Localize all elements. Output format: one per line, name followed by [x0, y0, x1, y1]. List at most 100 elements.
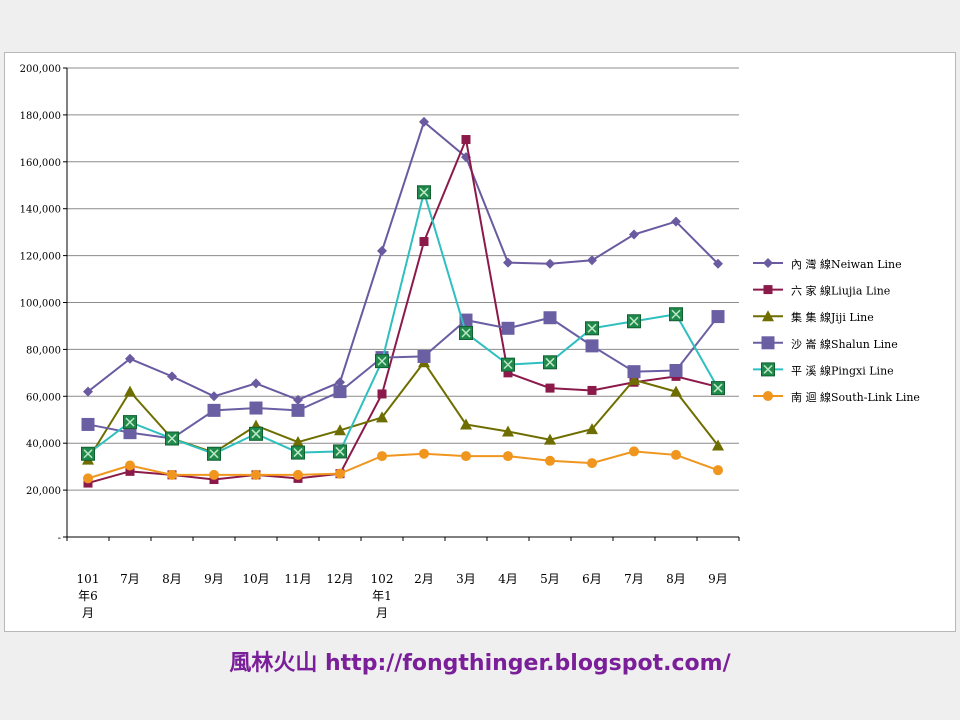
data-point: [291, 445, 305, 460]
series-line: [87, 135, 719, 485]
data-point: [587, 385, 597, 395]
data-point: [207, 403, 221, 417]
data-point: [125, 353, 135, 364]
x-tick-label: 9月: [204, 572, 224, 586]
data-point: [124, 385, 136, 397]
data-point: [333, 385, 347, 399]
data-point: [460, 418, 472, 430]
data-point: [671, 449, 681, 460]
data-point: [375, 354, 389, 369]
legend-label: 南 迴 線South-Link Line: [791, 390, 920, 404]
x-tick-label: 8月: [666, 572, 686, 586]
data-point: [293, 394, 303, 405]
data-point: [629, 446, 639, 457]
x-tick-label: 9月: [708, 572, 728, 586]
data-point: [543, 355, 557, 370]
series-line: [87, 315, 719, 440]
series-3: [81, 310, 725, 446]
data-point: [377, 389, 387, 399]
data-point: [376, 411, 388, 423]
x-tick-label: 11月: [284, 572, 311, 586]
data-point: [249, 426, 263, 441]
x-tick-label: 7月: [120, 572, 140, 586]
data-point: [762, 310, 774, 322]
data-point: [761, 336, 775, 350]
y-tick-label: 60,000: [26, 392, 61, 403]
data-point: [459, 325, 473, 340]
data-point: [461, 135, 471, 145]
x-tick-label: 3月: [456, 572, 476, 586]
x-tick-label: 12月: [326, 572, 353, 586]
data-point: [335, 468, 345, 479]
data-point: [671, 216, 681, 227]
data-point: [628, 373, 640, 385]
data-point: [761, 362, 775, 377]
data-point: [670, 385, 682, 397]
data-point: [419, 237, 429, 247]
data-point: [543, 311, 557, 325]
data-point: [125, 466, 135, 476]
legend-item: 沙 崙 線Shalun Line: [753, 336, 898, 351]
legend-label: 平 溪 線Pingxi Line: [791, 363, 894, 377]
legend: 內 灣 線Neiwan Line 六 家 線Liujia Line 集 集 線Jij…: [753, 257, 920, 404]
data-point: [763, 285, 773, 295]
x-tick-label: 4月: [498, 572, 518, 586]
series-line: [87, 360, 719, 461]
x-tick-label: 5月: [540, 572, 560, 586]
data-point: [123, 426, 137, 440]
data-point: [545, 383, 555, 393]
x-tick-label: 8月: [162, 572, 182, 586]
data-point: [207, 446, 221, 461]
data-point: [81, 446, 95, 461]
data-point: [251, 378, 261, 389]
x-tick-label: 10月: [242, 572, 269, 586]
data-point: [419, 116, 429, 127]
y-tick-label: 40,000: [26, 439, 61, 450]
data-point: [377, 451, 387, 462]
data-point: [627, 314, 641, 329]
data-point: [377, 245, 387, 256]
data-point: [503, 368, 513, 378]
x-tick-labels: 101 年6 月 7月 8月 9月 10月 11月 12月 102 年1 月 2月 3月 4月 5月 6月 7月 8…: [77, 572, 728, 620]
data-point: [587, 458, 597, 469]
y-tick-label: 100,000: [20, 299, 61, 310]
data-point: [461, 451, 471, 462]
series-layer: [81, 116, 725, 488]
data-point: [713, 258, 723, 269]
data-point: [209, 391, 219, 402]
data-point: [544, 433, 556, 445]
legend-label: 集 集 線Jiji Line: [791, 310, 874, 324]
data-point: [123, 415, 137, 430]
data-point: [417, 349, 431, 363]
data-point: [545, 455, 555, 466]
line-chart: - 20,000 40,000 60,000 80,000 100,000 120,000 1…: [20, 64, 920, 620]
data-point: [763, 258, 773, 268]
axis-layer: [63, 67, 740, 541]
x-tick-label: 6月: [582, 572, 602, 586]
data-point: [293, 469, 303, 480]
legend-item: 南 迴 線South-Link Line: [753, 390, 920, 404]
data-point: [501, 357, 515, 372]
data-point: [586, 423, 598, 435]
series-line: [87, 120, 719, 401]
y-tick-label: 160,000: [20, 158, 61, 169]
data-point: [292, 436, 304, 448]
data-point: [503, 257, 513, 268]
x-tick-label: 7月: [624, 572, 644, 586]
series-4: [81, 185, 725, 461]
data-point: [334, 424, 346, 436]
data-point: [669, 364, 683, 378]
data-point: [587, 255, 597, 266]
y-tick-label: 80,000: [26, 345, 61, 356]
legend-label: 沙 崙 線Shalun Line: [791, 337, 898, 351]
data-point: [713, 465, 723, 476]
chart-area: - 20,000 40,000 60,000 80,000 100,000 120,000 1…: [4, 52, 956, 632]
x-tick-label: 102 年1 月: [371, 572, 394, 620]
legend-item: 六 家 線Liujia Line: [753, 284, 890, 298]
y-tick-label: 120,000: [20, 252, 61, 263]
data-point: [585, 339, 599, 353]
data-point: [167, 469, 177, 480]
data-point: [335, 377, 345, 388]
x-tick-label: 101 年6 月: [77, 572, 100, 620]
